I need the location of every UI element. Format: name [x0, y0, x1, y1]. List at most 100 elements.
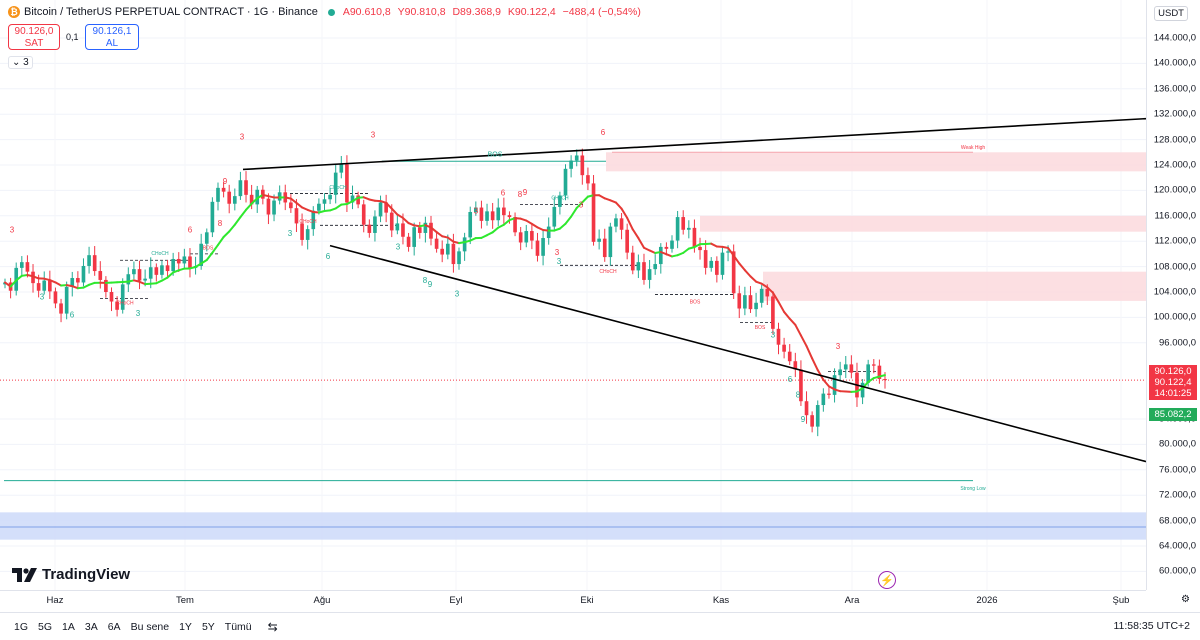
moving-average-segment — [407, 222, 416, 227]
range-button[interactable]: Bu sene — [130, 620, 170, 633]
candle-body — [48, 280, 52, 292]
range-button[interactable]: 5G — [38, 620, 53, 633]
strong-low-label: Strong Low — [960, 486, 986, 492]
moving-average-segment — [245, 202, 253, 211]
time-tick-label: Eki — [580, 595, 594, 606]
symbol-title[interactable]: Bitcoin / TetherUS PERPETUAL CONTRACT · … — [24, 6, 318, 18]
candle-body — [417, 227, 422, 233]
candle-body — [317, 203, 321, 211]
moving-average-segment — [446, 236, 455, 243]
candle-body — [608, 226, 613, 258]
candle-body — [569, 160, 573, 169]
moving-average-segment — [401, 216, 410, 225]
clock[interactable]: 11:58:35 UTC+2 — [1113, 620, 1190, 632]
moving-average-segment — [289, 197, 298, 204]
time-tick-label: Kas — [712, 595, 730, 606]
gear-icon[interactable]: ⚙ — [1181, 594, 1190, 605]
indicators-toggle-button[interactable]: ⌄ 3 — [8, 56, 33, 69]
candle-body — [754, 302, 758, 310]
candle-body — [737, 293, 742, 309]
range-button[interactable]: Tümü — [224, 620, 252, 633]
moving-average-segment — [693, 243, 702, 249]
moving-average-segment — [598, 194, 606, 200]
time-tick-label: Ağu — [313, 595, 331, 606]
candle-body — [272, 200, 276, 215]
symbol-header[interactable]: ₿ Bitcoin / TetherUS PERPETUAL CONTRACT … — [8, 6, 641, 18]
candle-body — [160, 265, 164, 275]
moving-average-segment — [867, 377, 875, 383]
candle-body — [541, 238, 545, 256]
candle-body — [249, 194, 254, 205]
candle-body — [776, 328, 781, 345]
ohlc-values: A90.610,8 Y90.810,8 D89.368,9 K90.122,4 … — [343, 6, 641, 18]
moving-average-segment — [4, 281, 12, 288]
moving-average-segment — [822, 378, 830, 388]
moving-average-segment — [390, 207, 399, 216]
currency-selector[interactable]: USDT — [1154, 6, 1188, 21]
sequence-count-label: 3 — [455, 289, 460, 298]
price-tick-label: 104.000,0 — [1153, 286, 1196, 298]
price-tick-label: 136.000,0 — [1153, 83, 1196, 95]
sequence-count-label: 6 — [788, 375, 793, 384]
sequence-count-label: 9 — [801, 415, 806, 424]
bos-label: BOS — [755, 325, 766, 331]
moving-average-segment — [385, 201, 393, 210]
price-tick-label: 116.000,0 — [1154, 210, 1196, 222]
candle-body — [726, 251, 730, 253]
candle-body — [182, 256, 187, 264]
candle-body — [311, 210, 316, 230]
demand-zone — [0, 512, 1146, 540]
market-structure-lines — [100, 160, 880, 372]
range-button[interactable]: 1Y — [179, 620, 192, 633]
sequence-count-label: 8 — [518, 190, 523, 199]
candle-body — [367, 224, 372, 233]
moving-average-segment — [166, 271, 175, 279]
range-button[interactable]: 6A — [107, 620, 121, 633]
candle-body — [485, 211, 489, 221]
moving-average-segment — [250, 197, 259, 205]
last-close: 90.122,4 — [1154, 377, 1192, 388]
moving-average-segment — [396, 213, 404, 219]
candle-body — [799, 369, 803, 402]
candle-body — [434, 238, 439, 249]
moving-average-segment — [760, 282, 769, 289]
range-button[interactable]: 3A — [84, 620, 98, 633]
last-price-tag: 90.126,0 90.122,4 14:01:25 — [1149, 365, 1197, 400]
moving-average-segment — [682, 247, 690, 254]
moving-average-segment — [777, 300, 786, 313]
moving-average-segment — [486, 231, 494, 237]
candle-body — [815, 405, 820, 427]
moving-average-segment — [536, 226, 545, 232]
moving-average-segment — [435, 231, 444, 238]
sequence-count-label: 6 — [601, 128, 606, 137]
candle-body — [883, 378, 887, 381]
bitcoin-icon: ₿ — [8, 6, 20, 18]
moving-average-segment — [530, 222, 539, 229]
candle-body — [227, 191, 232, 204]
tradingview-logo[interactable]: TradingView — [12, 566, 130, 583]
candle-body — [614, 218, 618, 227]
candle-body — [87, 255, 91, 266]
range-button[interactable]: 1A — [62, 620, 75, 633]
date-range-icon[interactable]: ⇆ — [267, 619, 278, 634]
price-tick-label: 132.000,0 — [1153, 108, 1196, 120]
candle-body — [333, 172, 338, 195]
range-button[interactable]: 5Y — [201, 620, 215, 633]
chart-area[interactable]: BOS BOS CHoCH CHoCH CHoCH CHoCH CHoCH CHoCH BOS B… — [0, 0, 1146, 590]
moving-average-segment — [228, 223, 236, 233]
range-button[interactable]: 1G — [14, 620, 29, 633]
candle-body — [412, 227, 416, 247]
candle-body — [92, 255, 97, 272]
candle-body — [165, 265, 170, 272]
lightning-icon[interactable]: ⚡ — [878, 571, 896, 589]
candle-body — [137, 269, 142, 281]
sell-button[interactable]: 90.126,0 SAT — [8, 24, 60, 50]
price-axis[interactable]: USDT 144.000,0 140.000,0 136.000,0 132.000,… — [1146, 0, 1200, 590]
candle-body — [81, 265, 86, 283]
candle-body — [597, 238, 601, 242]
moving-average-segment — [194, 262, 203, 268]
candle-body — [759, 288, 764, 303]
price-chart[interactable]: BOS BOS CHoCH CHoCH CHoCH CHoCH CHoCH CHoCH BOS B… — [0, 0, 1146, 590]
time-axis[interactable]: Haz Tem Ağu Eyl Eki Kas Ara 2026 Şub ⚙ — [0, 590, 1190, 610]
buy-button[interactable]: 90.126,1 AL — [85, 24, 139, 50]
